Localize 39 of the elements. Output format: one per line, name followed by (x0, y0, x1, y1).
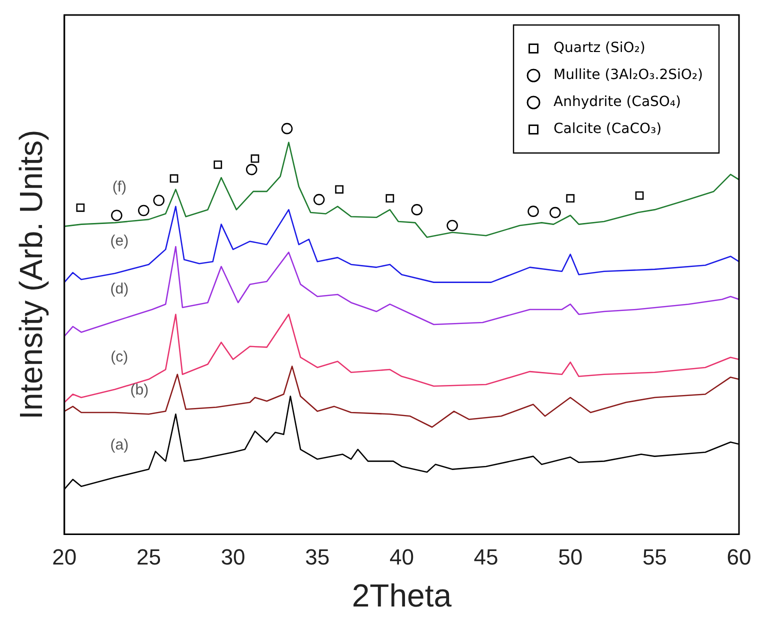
x-tick-label: 30 (220, 544, 246, 570)
legend-label: Quartz (SiO₂) (554, 40, 646, 56)
x-tick-label: 35 (305, 544, 330, 570)
point (153, 194, 164, 206)
point (528, 206, 539, 217)
point (313, 194, 325, 206)
x-tick-label: 45 (474, 544, 498, 570)
annotation: (a) (110, 436, 129, 454)
point (250, 154, 260, 163)
x-tick-label: 50 (558, 544, 583, 570)
legend-label: Calcite (CaCO₃) (554, 121, 662, 138)
annotation: (c) (110, 348, 128, 366)
point (170, 174, 178, 183)
annotation: (e) (110, 232, 129, 250)
point (635, 191, 644, 200)
point (246, 164, 258, 176)
point (281, 122, 293, 134)
x-tick-label: 25 (136, 544, 161, 570)
point (411, 204, 423, 216)
point (214, 160, 222, 169)
point (550, 206, 561, 218)
x-tick-label: 55 (642, 544, 667, 570)
legend-label: Anhydrite (CaSO₄) (554, 94, 682, 110)
annotation: (b) (130, 382, 149, 399)
annotation: (f) (112, 178, 126, 196)
x-tick-label: 20 (52, 544, 77, 570)
point (386, 194, 394, 203)
y-axis-title: Intensity (Arb. Units) (13, 130, 50, 420)
point (446, 220, 458, 232)
x-tick-label: 60 (726, 544, 752, 570)
annotation: (d) (110, 280, 129, 298)
point (335, 185, 344, 194)
point (76, 203, 85, 212)
point (138, 204, 150, 216)
legend-label: Mullite (3Al₂O₃.2SiO₂) (554, 67, 704, 84)
point (566, 194, 575, 203)
point (111, 210, 122, 222)
x-tick-label: 40 (389, 544, 414, 570)
x-axis-title: 2Theta (352, 578, 452, 614)
